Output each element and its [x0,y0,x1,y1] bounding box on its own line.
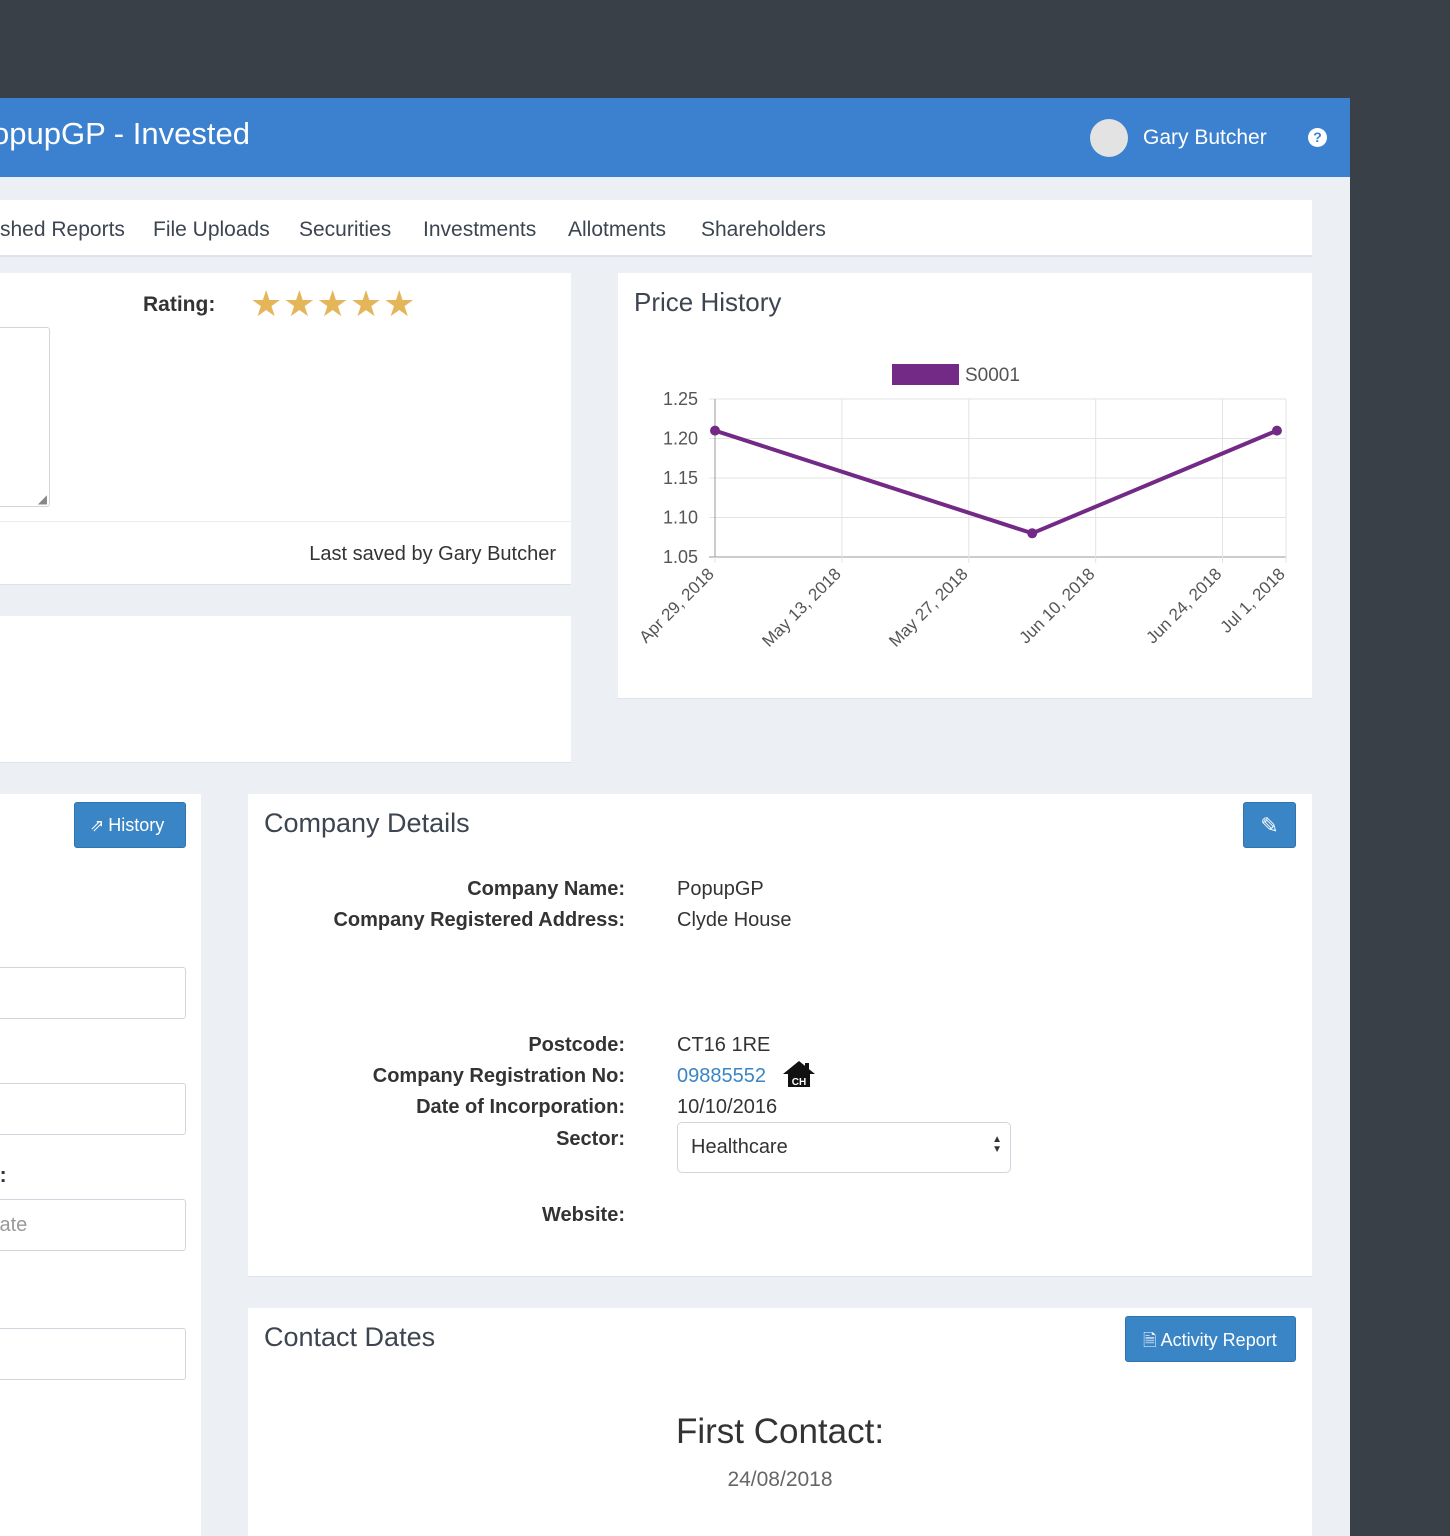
x-tick-label: Jun 24, 2018 [1142,564,1225,647]
x-tick-label: Apr 29, 2018 [636,564,718,646]
date-field-label: e: [0,1164,7,1187]
tab-investments[interactable]: Investments [423,218,537,241]
company-address-value: Clyde House [677,909,792,931]
y-tick-label: 1.20 [663,429,698,449]
tab-file-uploads[interactable]: File Uploads [153,218,270,241]
legend-swatch [892,364,959,385]
postcode-value: CT16 1RE [677,1034,771,1056]
incorporation-value: 10/10/2016 [677,1096,778,1118]
activity-report-label: Activity Report [1160,1330,1277,1350]
text-field-1[interactable] [0,967,186,1019]
contact-dates-title: Contact Dates [264,1322,436,1352]
select-arrows-icon: ▲ ▼ [992,1134,1002,1155]
data-point [1271,425,1282,436]
y-tick-label: 1.10 [663,508,698,528]
y-tick-label: 1.05 [663,547,698,567]
rating-stars[interactable]: ★★★★★ [250,283,417,324]
last-saved-text: Last saved by Gary Butcher [309,543,556,565]
first-contact-label: First Contact: [675,1412,885,1451]
y-tick-label: 1.25 [663,389,698,409]
legend-label: S0001 [965,365,1020,386]
price-history-title: Price History [634,287,782,317]
website-label: Website: [542,1204,625,1226]
first-contact-date: 24/08/2018 [727,1468,833,1491]
activity-report-button[interactable]: 🗎 Activity Report [1125,1316,1296,1362]
company-details-panel: Company Details ✎ [248,794,1312,1277]
file-report-icon: 🗎 [1143,1331,1157,1350]
registration-no-label: Company Registration No: [372,1065,625,1087]
x-tick-label: Jun 10, 2018 [1016,564,1099,647]
x-tick-label: Jul 1, 2018 [1217,564,1289,636]
tab-published-reports[interactable]: shed Reports [0,218,125,241]
rating-label: Rating: [143,293,216,316]
top-navbar: opupGP - Invested Gary Butcher ? [0,98,1350,177]
tab-bar: shed Reports File Uploads Securities Inv… [0,200,1312,257]
data-point [1027,528,1038,539]
tab-allotments[interactable]: Allotments [568,218,667,241]
company-name-value: PopupGP [677,878,764,900]
blank-panel [0,616,571,763]
divider [0,521,571,522]
sector-label: Sector: [556,1128,625,1150]
x-tick-label: May 27, 2018 [885,564,971,650]
contact-dates-panel: Contact Dates 🗎 Activity Report First Con… [248,1308,1312,1536]
postcode-label: Postcode: [528,1034,625,1056]
company-details-title: Company Details [264,808,470,838]
left-details-panel: ⇗History e: Date [0,794,201,1536]
sector-select-value: Healthcare [691,1136,788,1158]
user-name[interactable]: Gary Butcher [1143,126,1267,149]
edit-icon: ✎ [1260,813,1279,838]
house-icon[interactable]: CH [781,1060,817,1088]
app-screen: opupGP - Invested Gary Butcher ? shed Re… [0,98,1350,1536]
device-frame [1350,0,1450,1536]
question-circle-icon[interactable]: ? [1308,128,1327,147]
company-name-label: Company Name: [467,878,625,900]
house-badge-text: CH [792,1077,806,1088]
notes-textarea[interactable]: ◢ [0,327,50,507]
price-history-panel: Price History 1.25 1.20 1.15 1.10 1.05 Apr 29… [618,273,1312,699]
data-point [710,425,720,436]
edit-company-button[interactable]: ✎ [1243,802,1296,848]
text-field-3[interactable] [0,1328,186,1380]
history-button[interactable]: ⇗ History [74,802,186,848]
resize-handle-icon[interactable]: ◢ [37,492,47,506]
app-title: opupGP - Invested [0,116,250,151]
tab-securities[interactable]: Securities [299,218,392,241]
registration-no-link[interactable]: 09885552 [677,1065,766,1087]
notes-panel: Rating: ★★★★★ ◢ Last saved by Gary Butch… [0,273,571,585]
date-placeholder: Date [0,1214,28,1236]
date-input[interactable]: Date [0,1199,186,1251]
avatar[interactable] [1090,119,1128,157]
company-address-label: Company Registered Address: [333,909,625,931]
external-link-icon: ⇗ [90,816,105,835]
tab-shareholders[interactable]: Shareholders [701,218,826,241]
x-tick-label: May 13, 2018 [758,564,844,650]
incorporation-label: Date of Incorporation: [416,1096,625,1118]
history-button-label: History [108,815,165,835]
y-tick-label: 1.15 [663,468,698,488]
sector-select[interactable]: Healthcare ▲ ▼ [677,1122,1011,1173]
text-field-2[interactable] [0,1083,186,1135]
